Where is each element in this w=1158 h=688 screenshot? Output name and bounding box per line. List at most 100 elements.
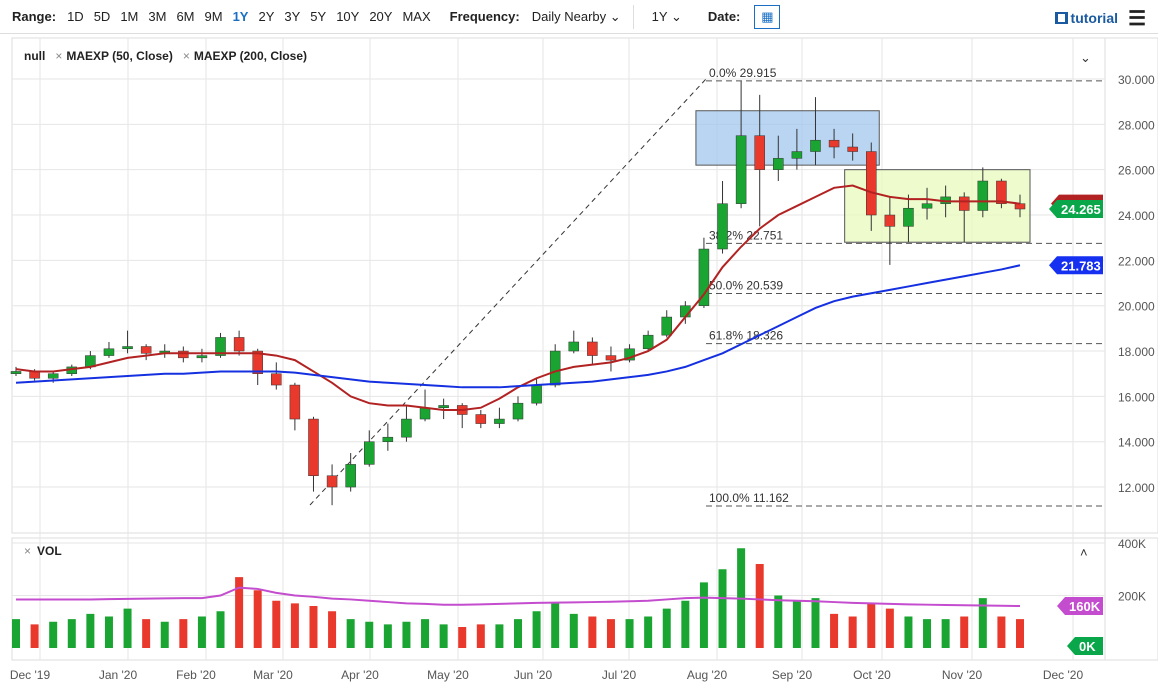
- range-3y[interactable]: 3Y: [284, 9, 301, 24]
- y-tick-label: 24.000: [1118, 209, 1155, 223]
- volume-bar: [885, 608, 894, 648]
- x-tick-label: Dec '19: [10, 668, 51, 682]
- volume-bar: [160, 621, 169, 648]
- volume-bar: [588, 616, 597, 648]
- volume-bar: [123, 608, 132, 648]
- volume-bar: [830, 613, 839, 648]
- range-5d[interactable]: 5D: [93, 9, 111, 24]
- candle: [642, 334, 654, 350]
- tutorial-label: tutorial: [1070, 10, 1118, 26]
- volume-bar: [421, 619, 430, 648]
- candle: [438, 405, 449, 408]
- volume-bar: [458, 627, 467, 648]
- candle: [735, 135, 747, 204]
- range-max[interactable]: MAX: [402, 9, 431, 24]
- range-20y[interactable]: 20Y: [369, 9, 393, 24]
- menu-icon[interactable]: ☰: [1128, 8, 1146, 30]
- candle: [605, 355, 617, 361]
- remove-icon[interactable]: ×: [55, 49, 63, 63]
- volume-label: VOL: [37, 544, 62, 558]
- volume-bar: [514, 619, 522, 648]
- tutorial-link[interactable]: tutorial: [1054, 10, 1118, 26]
- volume-bar: [346, 619, 355, 648]
- y-tick-label: 26.000: [1118, 164, 1155, 178]
- candle: [568, 341, 580, 352]
- range-1y[interactable]: 1Y: [232, 9, 249, 24]
- candle: [624, 348, 635, 361]
- volume-bar: [960, 616, 969, 648]
- fib-level-label: 61.8% 18.326: [709, 329, 783, 343]
- candle: [326, 475, 338, 488]
- candle: [549, 350, 561, 386]
- remove-icon[interactable]: ×: [24, 544, 32, 558]
- volume-bar: [718, 569, 727, 648]
- range-1m[interactable]: 1M: [120, 9, 139, 24]
- y-tick-label: 16.000: [1118, 390, 1155, 404]
- volume-bar: [792, 600, 801, 648]
- ma200-last-badge: [1049, 256, 1103, 275]
- volume-bar: [867, 603, 876, 648]
- volume-ma-value: 160K: [1069, 599, 1101, 614]
- volume-bar: [290, 603, 299, 648]
- remove-icon[interactable]: ×: [182, 49, 190, 63]
- divider: [632, 4, 634, 29]
- range-6m[interactable]: 6M: [176, 9, 195, 24]
- candle: [512, 402, 524, 420]
- volume-bar: [811, 598, 820, 648]
- ma50-line: [15, 184, 1021, 411]
- candle: [308, 418, 319, 476]
- volume-bar: [104, 616, 113, 648]
- y-tick-label: 12.000: [1118, 481, 1155, 495]
- candle: [29, 371, 40, 379]
- range-10y[interactable]: 10Y: [336, 9, 360, 24]
- frequency-select[interactable]: Daily Nearby ⌄: [532, 9, 621, 25]
- volume-bar: [197, 616, 206, 648]
- calendar-icon[interactable]: ▦: [754, 4, 781, 29]
- y-tick-label: 28.000: [1118, 118, 1155, 132]
- range-2y[interactable]: 2Y: [258, 9, 275, 24]
- last-price-badge: [1049, 200, 1103, 219]
- chevron-down-icon[interactable]: ⌄: [1080, 50, 1091, 65]
- volume-bar: [86, 613, 95, 648]
- range-9m[interactable]: 9M: [204, 9, 223, 24]
- candle: [903, 207, 914, 227]
- volume-bar: [309, 606, 318, 648]
- range-5y[interactable]: 5Y: [310, 9, 327, 24]
- x-tick-label: Feb '20: [176, 668, 216, 682]
- ma200-last-value: 21.783: [1061, 258, 1101, 273]
- candle: [996, 180, 1007, 204]
- volume-bar: [495, 624, 504, 648]
- volume-bar: [569, 613, 578, 648]
- volume-bar: [551, 603, 560, 648]
- volume-last-badge: [1067, 637, 1103, 655]
- volume-bar: [606, 619, 615, 648]
- candle: [382, 436, 394, 442]
- volume-ma-badge: [1057, 597, 1103, 615]
- y-tick-label: 30.000: [1118, 73, 1155, 87]
- candle: [717, 203, 728, 250]
- volume-bar: [848, 616, 857, 648]
- legend-ma50-label: MAEXP (50, Close): [66, 49, 173, 63]
- price-panel: [11, 37, 1158, 534]
- volume-bar: [12, 619, 20, 648]
- candle: [345, 464, 356, 488]
- range-1d[interactable]: 1D: [67, 9, 84, 24]
- range-3m[interactable]: 3M: [148, 9, 167, 24]
- chevron-down-icon: ⌄: [609, 8, 621, 24]
- candle: [661, 316, 672, 336]
- x-tick-label: May '20: [427, 668, 469, 682]
- y-tick-label: 20.000: [1118, 300, 1155, 314]
- candle: [215, 337, 226, 356]
- volume-bar: [904, 616, 913, 648]
- volume-bar: [644, 616, 653, 648]
- period-select[interactable]: 1Y ⌄: [652, 9, 682, 25]
- candle: [977, 180, 989, 211]
- x-tick-label: Aug '20: [687, 668, 728, 682]
- candle: [1014, 203, 1026, 210]
- volume-legend: × VOL: [24, 544, 62, 558]
- volume-bar: [272, 600, 281, 648]
- x-tick-label: Oct '20: [853, 668, 891, 682]
- chevron-up-icon[interactable]: ˄: [1080, 545, 1088, 560]
- candle: [233, 337, 245, 352]
